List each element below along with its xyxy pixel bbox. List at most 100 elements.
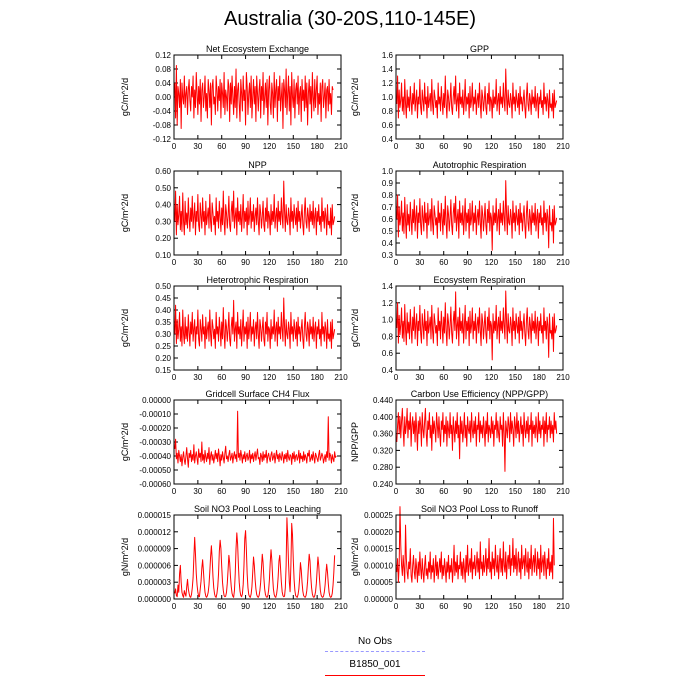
y-tick-label: -0.00040: [139, 452, 171, 461]
x-tick-label: 60: [217, 142, 226, 151]
x-tick-label: 180: [532, 487, 546, 496]
y-tick-label: 0.9: [382, 179, 394, 188]
x-tick-label: 180: [310, 487, 324, 496]
y-tick-label: 0.320: [373, 446, 394, 455]
y-tick-label: -0.00060: [139, 480, 171, 489]
x-tick-label: 0: [394, 602, 399, 611]
x-tick-label: 30: [193, 258, 202, 267]
y-tick-label: 0.20: [155, 234, 171, 243]
panel-title: Soil NO3 Pool Loss to Leaching: [194, 504, 321, 514]
x-tick-label: 150: [509, 602, 523, 611]
x-tick-label: 210: [334, 142, 348, 151]
y-tick-label: 1.4: [382, 65, 394, 74]
y-tick-label: -0.00020: [139, 424, 171, 433]
x-tick-label: 210: [334, 373, 348, 382]
x-tick-label: 60: [439, 487, 448, 496]
x-tick-label: 0: [172, 142, 177, 151]
x-tick-label: 90: [241, 373, 250, 382]
y-tick-label: -0.08: [153, 121, 172, 130]
y-tick-label: 0.30: [155, 217, 171, 226]
x-tick-label: 210: [556, 487, 570, 496]
plot-frame: [173, 170, 342, 256]
y-tick-label: 0.50: [155, 282, 171, 291]
x-tick-label: 180: [532, 142, 546, 151]
y-tick-label: 0.00010: [364, 561, 393, 570]
x-tick-label: 60: [439, 258, 448, 267]
y-tick-label: -0.00050: [139, 466, 171, 475]
x-tick-label: 0: [172, 373, 177, 382]
figure-title: Australia (30-20S,110-145E): [224, 8, 476, 30]
y-axis-label: gC/m^2/d: [120, 423, 130, 461]
y-tick-label: 0.08: [155, 65, 171, 74]
x-tick-label: 120: [263, 487, 277, 496]
y-tick-label: 0.000009: [138, 545, 172, 554]
plot-frame: [395, 514, 564, 600]
x-tick-label: 90: [241, 258, 250, 267]
x-tick-label: 60: [439, 373, 448, 382]
y-tick-label: 0.10: [155, 251, 171, 260]
x-tick-label: 0: [172, 487, 177, 496]
y-axis-label: gN/m^2/d: [120, 538, 130, 576]
x-tick-label: 180: [310, 602, 324, 611]
y-tick-label: 0.000003: [138, 578, 172, 587]
y-tick-label: 0.12: [155, 51, 171, 60]
y-tick-label: 0.000000: [138, 595, 172, 604]
y-tick-label: 0.5: [382, 227, 394, 236]
y-tick-label: 0.00000: [142, 396, 171, 405]
x-tick-label: 90: [463, 258, 472, 267]
y-tick-label: 0.000006: [138, 561, 172, 570]
x-tick-label: 120: [263, 373, 277, 382]
x-tick-label: 120: [485, 373, 499, 382]
x-tick-label: 30: [415, 142, 424, 151]
x-tick-label: 60: [439, 142, 448, 151]
x-tick-label: 120: [263, 142, 277, 151]
y-tick-label: 0.6: [382, 121, 394, 130]
x-tick-label: 180: [310, 258, 324, 267]
x-tick-label: 150: [287, 602, 301, 611]
x-tick-label: 30: [193, 487, 202, 496]
y-tick-label: 0.280: [373, 463, 394, 472]
y-tick-label: 0.8: [382, 107, 394, 116]
y-tick-label: 0.3: [382, 251, 394, 260]
x-tick-label: 180: [310, 373, 324, 382]
chart-panel-4: Heterotrophic Respiration gC/m^2/d 0.15 0.2…: [120, 275, 348, 382]
x-tick-label: 150: [509, 258, 523, 267]
x-tick-label: 180: [310, 142, 324, 151]
chart-panel-5: Ecosystem Respiration gC/m^2/d 0.4 0.6 0.8 1.…: [350, 275, 570, 382]
y-tick-label: 0.4: [382, 135, 394, 144]
y-tick-label: 0.25: [155, 342, 171, 351]
x-tick-label: 180: [532, 602, 546, 611]
plot-frame: [395, 285, 564, 371]
x-tick-label: 120: [485, 258, 499, 267]
y-tick-label: 1.2: [382, 79, 394, 88]
legend: No Obs B1850_001: [300, 632, 450, 692]
chart-panel-1: GPP gC/m^2/d 0.4 0.6 0.8 1.0 1.2 1.4 1.6 0 30 60 90 1…: [350, 44, 570, 151]
chart-panel-8: Soil NO3 Pool Loss to Leaching gN/m^2/d 0.…: [120, 504, 348, 611]
panel-title: GPP: [470, 44, 489, 54]
y-tick-label: 0.360: [373, 430, 394, 439]
x-tick-label: 60: [217, 373, 226, 382]
x-tick-label: 60: [439, 602, 448, 611]
chart-panel-2: NPP gC/m^2/d 0.10 0.20 0.30 0.40 0.50 0.60 0 30 60…: [120, 160, 348, 267]
x-tick-label: 150: [287, 142, 301, 151]
y-tick-label: 0.35: [155, 318, 171, 327]
y-tick-label: 0.30: [155, 330, 171, 339]
x-tick-label: 210: [556, 258, 570, 267]
y-tick-label: -0.04: [153, 107, 172, 116]
y-tick-label: 1.0: [382, 167, 394, 176]
x-tick-label: 90: [463, 373, 472, 382]
x-tick-label: 60: [217, 602, 226, 611]
legend-label-no-obs: No Obs: [358, 636, 392, 647]
x-tick-label: 180: [532, 258, 546, 267]
y-tick-label: 0.440: [373, 396, 394, 405]
series-line-B1850_001: [174, 517, 336, 598]
y-tick-label: 1.0: [382, 316, 394, 325]
y-tick-label: 0.00000: [364, 595, 393, 604]
x-tick-label: 0: [172, 258, 177, 267]
y-tick-label: 1.4: [382, 282, 394, 291]
x-tick-label: 210: [556, 373, 570, 382]
panel-title: Carbon Use Efficiency (NPP/GPP): [411, 389, 548, 399]
chart-panel-6: Gridcell Surface CH4 Flux gC/m^2/d -0.0006…: [120, 389, 348, 496]
y-tick-label: 0.60: [155, 167, 171, 176]
plot-frame: [173, 54, 342, 140]
